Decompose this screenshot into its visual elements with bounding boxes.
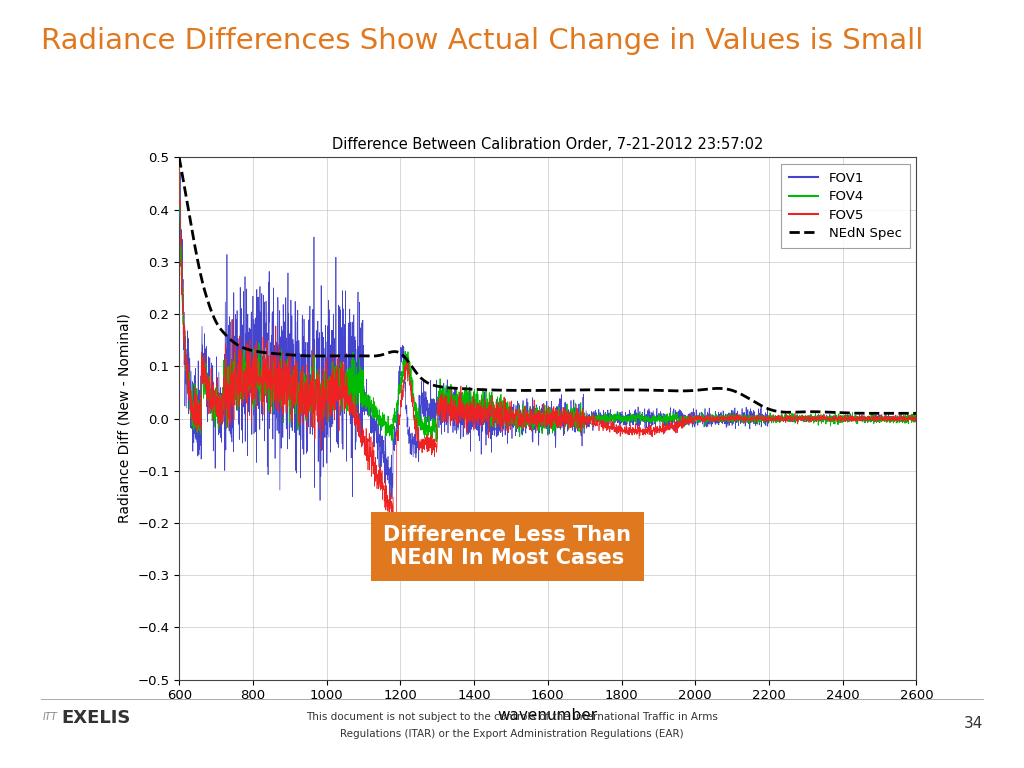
Text: 34: 34: [964, 716, 983, 731]
Text: Difference Less Than
NEdN In Most Cases: Difference Less Than NEdN In Most Cases: [383, 525, 631, 568]
Legend: FOV1, FOV4, FOV5, NEdN Spec: FOV1, FOV4, FOV5, NEdN Spec: [781, 164, 910, 248]
Text: EXELIS: EXELIS: [61, 710, 131, 727]
Y-axis label: Radiance Diff (New - Nominal): Radiance Diff (New - Nominal): [118, 313, 132, 524]
Text: Radiance Differences Show Actual Change in Values is Small: Radiance Differences Show Actual Change …: [41, 27, 924, 55]
X-axis label: wavenumber: wavenumber: [498, 708, 598, 723]
Text: Regulations (ITAR) or the Export Administration Regulations (EAR): Regulations (ITAR) or the Export Adminis…: [340, 729, 684, 739]
Text: ITT: ITT: [43, 712, 58, 722]
Title: Difference Between Calibration Order, 7-21-2012 23:57:02: Difference Between Calibration Order, 7-…: [332, 137, 764, 152]
Text: This document is not subject to the controls of the International Traffic in Arm: This document is not subject to the cont…: [306, 712, 718, 722]
